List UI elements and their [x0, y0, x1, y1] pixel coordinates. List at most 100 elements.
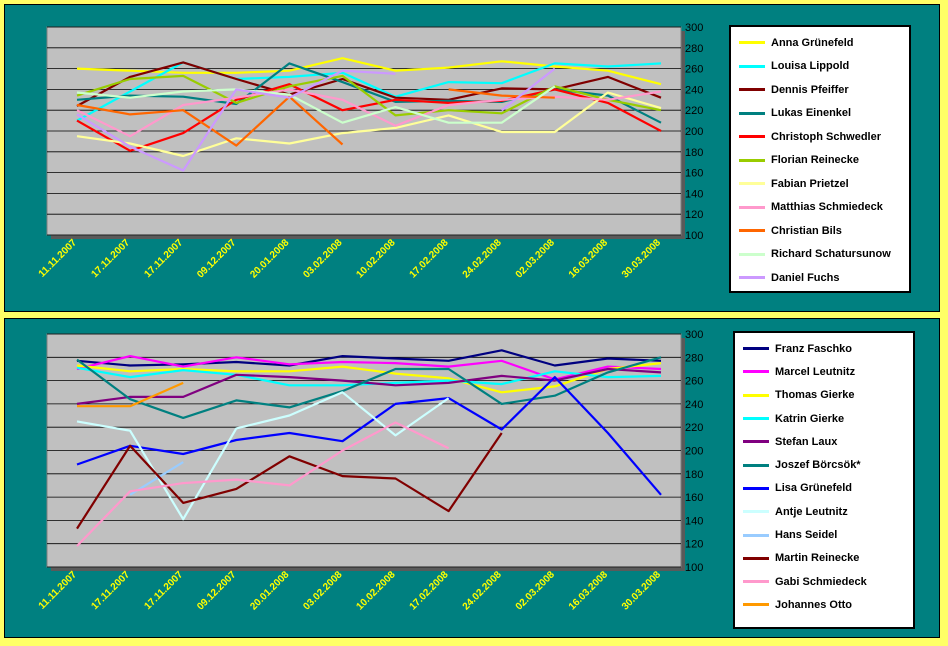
legend-swatch	[739, 135, 765, 139]
legend-swatch	[743, 393, 769, 397]
legend-label: Johannes Otto	[775, 598, 853, 611]
legend-swatch	[743, 510, 769, 514]
x-tick-label: 17.02.2008	[408, 237, 451, 280]
legend-item: Thomas Gierke	[743, 384, 905, 407]
x-tick-label: 20.01.2008	[248, 569, 291, 612]
legend-label: Daniel Fuchs	[771, 271, 840, 284]
legend-swatch	[743, 347, 769, 351]
y-tick-label: 180	[685, 147, 703, 159]
chart-panel-top: 100 120 140 160 180 200 220 240 260 280 300 11.11.2…	[4, 4, 940, 312]
legend-swatch	[743, 440, 769, 444]
legend-item: Martin Reinecke	[743, 547, 905, 570]
legend-swatch	[739, 252, 765, 256]
legend-item: Franz Faschko	[743, 337, 905, 360]
y-tick-label: 180	[685, 469, 703, 481]
legend-label: Louisa Lippold	[771, 60, 850, 73]
y-tick-label: 300	[685, 329, 703, 341]
y-tick-label: 140	[685, 515, 703, 527]
x-tick-label: 11.11.2007	[37, 237, 80, 280]
legend-item: Richard Schatursunow	[739, 243, 901, 267]
legend-item: Lukas Einenkel	[739, 102, 901, 126]
x-tick-label: 17.11.2007	[89, 237, 132, 280]
series-line-daniel-fuchs	[76, 67, 556, 172]
legend-label: Dennis Pfeiffer	[771, 83, 849, 96]
legend-label: Florian Reinecke	[771, 154, 860, 167]
x-tick-label: 02.03.2008	[514, 237, 557, 280]
legend-label: Gabi Schmiedeck	[775, 575, 867, 588]
legend-bottom: Franz Faschko Marcel Leutnitz Thomas Gierk…	[733, 331, 915, 629]
legend-swatch	[739, 205, 765, 209]
x-tick-label: 24.02.2008	[461, 569, 504, 612]
x-tick-label: 11.11.2007	[37, 569, 80, 612]
legend-swatch	[739, 88, 765, 92]
legend-label: Joszef Börcsök*	[775, 459, 861, 472]
y-tick-label: 120	[685, 209, 703, 221]
legend-label: Christian Bils	[771, 224, 842, 237]
x-tick-label: 17.11.2007	[143, 569, 186, 612]
y-tick-label: 100	[685, 562, 703, 574]
legend-swatch	[739, 276, 765, 280]
legend-item: Dennis Pfeiffer	[739, 78, 901, 102]
legend-label: Christoph Schwedler	[771, 130, 882, 143]
series-line-christian-bils	[76, 88, 555, 147]
legend-swatch	[743, 533, 769, 537]
legend-swatch	[739, 229, 765, 233]
legend-swatch	[743, 486, 769, 490]
y-tick-label: 220	[685, 422, 703, 434]
legend-swatch	[743, 370, 769, 374]
legend-swatch	[739, 64, 765, 68]
y-tick-label: 260	[685, 64, 703, 76]
legend-item: Stefan Laux	[743, 430, 905, 453]
series-line-joszef-b-rcs-k	[76, 356, 662, 419]
y-tick-label: 300	[685, 22, 703, 34]
legend-item: Christian Bils	[739, 219, 901, 243]
legend-item: Louisa Lippold	[739, 55, 901, 79]
legend-item: Florian Reinecke	[739, 149, 901, 173]
x-tick-label: 30.03.2008	[620, 237, 663, 280]
x-tick-label: 03.02.2008	[301, 237, 344, 280]
y-tick-label: 220	[685, 105, 703, 117]
legend-top: Anna Grünefeld Louisa Lippold Dennis Pfeif…	[729, 25, 911, 293]
legend-item: Joszef Börcsök*	[743, 453, 905, 476]
y-tick-label: 280	[685, 43, 703, 55]
y-tick-label: 240	[685, 84, 703, 96]
legend-label: Fabian Prietzel	[771, 177, 849, 190]
x-tick-label: 17.11.2007	[89, 569, 132, 612]
chart-panel-bottom: 100 120 140 160 180 200 220 240 260 280 300 11.11.2…	[4, 318, 940, 638]
legend-item: Daniel Fuchs	[739, 266, 901, 290]
x-tick-label: 10.02.2008	[354, 237, 397, 280]
y-tick-label: 240	[685, 399, 703, 411]
y-tick-label: 160	[685, 492, 703, 504]
legend-swatch	[739, 182, 765, 186]
legend-label: Hans Seidel	[775, 529, 838, 542]
y-tick-label: 140	[685, 188, 703, 200]
line-chart-bottom: 100 120 140 160 180 200 220 240 260 280 300 11.11.2…	[37, 329, 704, 613]
x-tick-label: 24.02.2008	[461, 237, 504, 280]
series-line-katrin-gierke	[76, 366, 662, 387]
legend-swatch	[743, 603, 769, 607]
series-line-lisa-gr-nefeld	[76, 376, 662, 496]
y-tick-label: 160	[685, 168, 703, 180]
x-tick-label: 02.03.2008	[514, 569, 557, 612]
series-line-johannes-otto	[77, 381, 184, 408]
y-tick-label: 200	[685, 446, 703, 458]
y-tick-label: 120	[685, 539, 703, 551]
legend-label: Franz Faschko	[775, 342, 853, 355]
legend-swatch	[743, 580, 769, 584]
x-tick-label: 17.02.2008	[408, 569, 451, 612]
x-tick-label: 10.02.2008	[354, 569, 397, 612]
series-line-lukas-einenkel	[76, 62, 662, 124]
x-tick-label: 16.03.2008	[567, 569, 610, 612]
series-line-christoph-schwedler	[76, 83, 662, 152]
x-tick-label: 17.11.2007	[143, 237, 186, 280]
legend-item: Matthias Schmiedeck	[739, 196, 901, 220]
y-tick-label: 260	[685, 376, 703, 388]
x-tick-label: 09.12.2007	[195, 237, 238, 280]
legend-item: Johannes Otto	[743, 593, 905, 616]
x-tick-label: 20.01.2008	[248, 237, 291, 280]
legend-label: Thomas Gierke	[775, 389, 855, 402]
series-line-gabi-schmiedeck	[76, 421, 450, 547]
legend-item: Marcel Leutnitz	[743, 360, 905, 383]
line-chart-top: 100 120 140 160 180 200 220 240 260 280 300 11.11.2…	[37, 22, 704, 281]
legend-item: Katrin Gierke	[743, 407, 905, 430]
